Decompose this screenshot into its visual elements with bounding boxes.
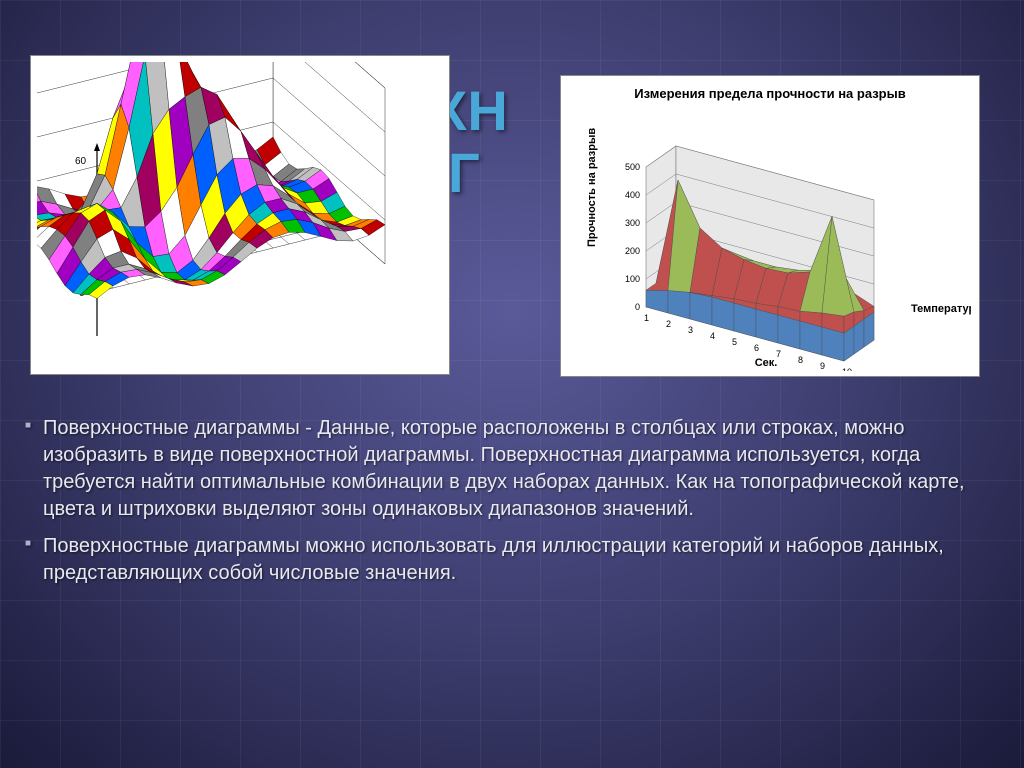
svg-text:10: 10 [842,367,852,371]
svg-text:5: 5 [732,337,737,347]
svg-text:8: 8 [798,355,803,365]
svg-text:Прочность на разрыв: Прочность на разрыв [586,128,598,247]
surface-chart-right: Измерения предела прочности на разрыв 01… [560,75,980,377]
paragraph-2: Поверхностные диаграммы можно использова… [25,533,999,587]
description-text: Поверхностные диаграммы - Данные, которы… [25,415,999,597]
svg-text:1: 1 [644,313,649,323]
chart-right-title: Измерения предела прочности на разрыв [571,86,969,101]
svg-text:0: 0 [635,302,640,312]
surface-chart-right-svg: 010020030040050012345678910Прочность на … [571,107,971,371]
svg-text:300: 300 [625,218,640,228]
svg-text:200: 200 [625,246,640,256]
surface-chart-left-svg: 060$/кв.м [37,62,445,370]
svg-text:Сек.: Сек. [755,357,778,369]
surface-chart-left: 060$/кв.м [30,55,450,375]
svg-text:400: 400 [625,190,640,200]
svg-text:500: 500 [625,162,640,172]
svg-text:2: 2 [666,319,671,329]
paragraph-1: Поверхностные диаграммы - Данные, которы… [25,415,999,523]
svg-text:4: 4 [710,331,715,341]
svg-text:Температура (C): Температура (C) [911,303,971,315]
svg-text:9: 9 [820,361,825,371]
svg-text:60: 60 [75,156,87,167]
svg-text:100: 100 [625,274,640,284]
svg-text:6: 6 [754,343,759,353]
svg-text:3: 3 [688,325,693,335]
